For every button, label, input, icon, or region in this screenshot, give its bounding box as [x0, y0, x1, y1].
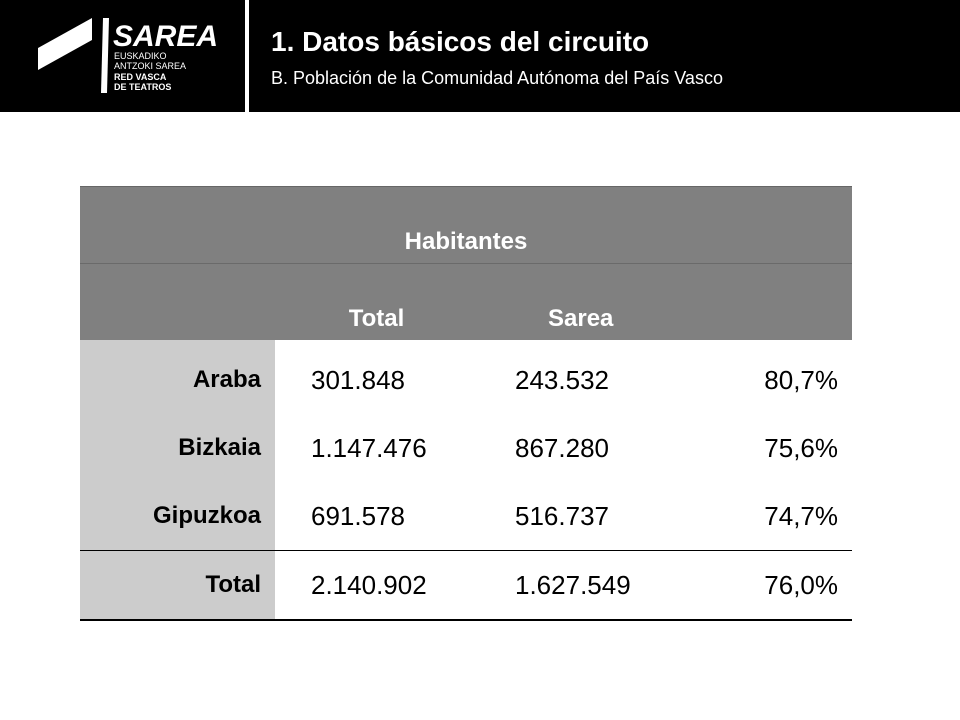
row-label: Bizkaia	[80, 414, 275, 482]
cell-total: 1.147.476	[311, 432, 427, 463]
column-header-total: Total	[275, 263, 478, 340]
logo-vertical-bar	[101, 18, 109, 93]
cell-total: 301.848	[311, 364, 405, 395]
table-column-header-row: Total Sarea	[80, 263, 853, 340]
sarea-logo-graphic: SAREA EUSKADIKO ANTZOKI SAREA RED VASCA …	[38, 18, 218, 93]
logo-line-4: DE TEATROS	[114, 82, 171, 92]
cell-percent: 80,7%	[764, 364, 839, 395]
cell-sarea: 867.280	[515, 432, 609, 463]
column-header-sarea: Sarea	[478, 263, 681, 340]
table-row: Bizkaia 1.147.476 867.280 75,6%	[80, 414, 852, 482]
total-cell-sarea: 1.627.549	[478, 550, 681, 621]
logo-name: SAREA	[113, 20, 218, 53]
header-divider	[245, 0, 249, 112]
total-cell-total: 2.140.902	[275, 550, 478, 621]
cell-percent: 75,6%	[764, 432, 839, 463]
slide-header: SAREA EUSKADIKO ANTZOKI SAREA RED VASCA …	[0, 0, 960, 112]
row-label: Araba	[80, 340, 275, 414]
logo-line-3: RED VASCA	[114, 72, 167, 82]
table-row: Araba 301.848 243.532 80,7%	[80, 340, 852, 414]
population-table: Habitantes Total Sarea Araba 301.848 243…	[80, 186, 853, 621]
group-header-habitantes: Habitantes	[80, 186, 853, 264]
slide-title: 1. Datos básicos del circuito	[271, 26, 650, 57]
sarea-logo: SAREA EUSKADIKO ANTZOKI SAREA RED VASCA …	[0, 0, 245, 112]
cell-total: 691.578	[311, 500, 405, 531]
row-label: Gipuzkoa	[80, 482, 275, 551]
column-header-region	[80, 263, 275, 340]
table-row: Gipuzkoa 691.578 516.737 74,7%	[80, 482, 852, 551]
total-cell-percent: 76,0%	[681, 550, 853, 621]
population-table-container: Habitantes Total Sarea Araba 301.848 243…	[80, 186, 853, 621]
slide-subtitle: B. Población de la Comunidad Autónoma de…	[271, 68, 723, 88]
cell-sarea: 516.737	[515, 500, 609, 531]
cell-percent: 74,7%	[764, 500, 839, 531]
logo-line-2: ANTZOKI SAREA	[114, 61, 186, 71]
cell-sarea: 243.532	[515, 364, 609, 395]
logo-line-1: EUSKADIKO	[114, 51, 167, 61]
table-total-row: Total 2.140.902 1.627.549 76,0%	[80, 550, 853, 621]
logo-slant-shape	[38, 18, 92, 70]
table-group-header-row: Habitantes	[80, 186, 853, 264]
total-row-label: Total	[80, 550, 275, 621]
column-header-percent	[681, 263, 853, 340]
